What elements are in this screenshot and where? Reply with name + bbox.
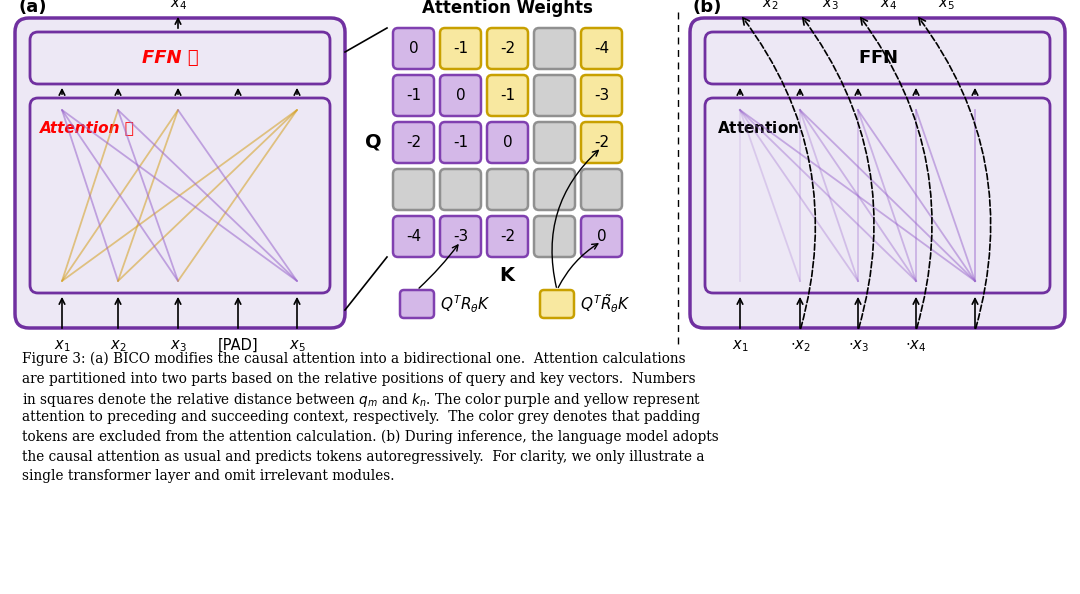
FancyArrowPatch shape <box>861 18 932 328</box>
FancyBboxPatch shape <box>487 216 528 257</box>
FancyBboxPatch shape <box>581 75 622 116</box>
Text: Attention Weights: Attention Weights <box>422 0 593 17</box>
Text: -2: -2 <box>500 229 515 244</box>
Text: -1: -1 <box>453 135 468 150</box>
Text: $x_5$: $x_5$ <box>937 0 955 12</box>
FancyBboxPatch shape <box>581 169 622 210</box>
FancyBboxPatch shape <box>487 169 528 210</box>
Text: -3: -3 <box>453 229 468 244</box>
FancyBboxPatch shape <box>393 169 434 210</box>
Text: $\mathbf{K}$: $\mathbf{K}$ <box>499 266 516 285</box>
FancyBboxPatch shape <box>705 32 1050 84</box>
Text: Figure 3: (a) BICO modifies the causal attention into a bidirectional one.  Atte: Figure 3: (a) BICO modifies the causal a… <box>22 352 686 366</box>
Text: $x_2$: $x_2$ <box>761 0 779 12</box>
Text: -2: -2 <box>406 135 421 150</box>
Text: $x_3$: $x_3$ <box>822 0 838 12</box>
Text: $\mathbf{Q}$: $\mathbf{Q}$ <box>364 132 382 153</box>
Text: $\cdot x_2$: $\cdot x_2$ <box>789 338 810 353</box>
Text: $x_2$: $x_2$ <box>110 338 126 353</box>
FancyArrowPatch shape <box>802 18 874 328</box>
Text: 0: 0 <box>408 41 418 56</box>
FancyBboxPatch shape <box>440 75 481 116</box>
FancyBboxPatch shape <box>393 216 434 257</box>
Text: in squares denote the relative distance between $q_m$ and $k_n$. The color purpl: in squares denote the relative distance … <box>22 391 701 409</box>
Text: attention to preceding and succeeding context, respectively.  The color grey den: attention to preceding and succeeding co… <box>22 410 700 425</box>
FancyBboxPatch shape <box>534 169 575 210</box>
Text: $x_3$: $x_3$ <box>170 338 187 353</box>
FancyBboxPatch shape <box>581 122 622 163</box>
FancyBboxPatch shape <box>440 28 481 69</box>
FancyBboxPatch shape <box>393 28 434 69</box>
Text: $x_4$: $x_4$ <box>170 0 187 12</box>
FancyBboxPatch shape <box>440 122 481 163</box>
FancyBboxPatch shape <box>534 216 575 257</box>
Text: (b): (b) <box>692 0 721 16</box>
FancyBboxPatch shape <box>487 28 528 69</box>
Text: $x_5$: $x_5$ <box>288 338 306 353</box>
Text: 0: 0 <box>456 88 465 103</box>
FancyBboxPatch shape <box>440 169 481 210</box>
FancyBboxPatch shape <box>15 18 345 328</box>
FancyBboxPatch shape <box>690 18 1065 328</box>
FancyBboxPatch shape <box>487 122 528 163</box>
FancyBboxPatch shape <box>30 98 330 293</box>
FancyBboxPatch shape <box>534 75 575 116</box>
Text: 0: 0 <box>502 135 512 150</box>
Text: $x_4$: $x_4$ <box>879 0 896 12</box>
Text: -1: -1 <box>453 41 468 56</box>
Text: the causal attention as usual and predicts tokens autoregressively.  For clarity: the causal attention as usual and predic… <box>22 450 704 463</box>
Text: $Q^T R_{\theta} K$: $Q^T R_{\theta} K$ <box>440 293 490 315</box>
FancyBboxPatch shape <box>30 32 330 84</box>
FancyBboxPatch shape <box>534 28 575 69</box>
Text: -4: -4 <box>594 41 609 56</box>
Text: -2: -2 <box>500 41 515 56</box>
FancyBboxPatch shape <box>534 122 575 163</box>
FancyArrowPatch shape <box>919 18 990 328</box>
Text: -2: -2 <box>594 135 609 150</box>
FancyArrowPatch shape <box>743 18 815 328</box>
Text: Attention 🔥: Attention 🔥 <box>40 120 135 135</box>
FancyBboxPatch shape <box>440 216 481 257</box>
FancyBboxPatch shape <box>581 216 622 257</box>
FancyBboxPatch shape <box>705 98 1050 293</box>
FancyBboxPatch shape <box>487 75 528 116</box>
FancyBboxPatch shape <box>393 122 434 163</box>
Text: -4: -4 <box>406 229 421 244</box>
Text: $\cdot x_4$: $\cdot x_4$ <box>905 338 927 353</box>
FancyBboxPatch shape <box>540 290 573 318</box>
Text: are partitioned into two parts based on the relative positions of query and key : are partitioned into two parts based on … <box>22 371 696 386</box>
Text: tokens are excluded from the attention calculation. (b) During inference, the la: tokens are excluded from the attention c… <box>22 430 719 444</box>
Text: $x_1$: $x_1$ <box>732 338 748 353</box>
FancyBboxPatch shape <box>393 75 434 116</box>
FancyBboxPatch shape <box>581 28 622 69</box>
Text: -1: -1 <box>500 88 515 103</box>
Text: $Q^T \tilde{R}_{\theta} K$: $Q^T \tilde{R}_{\theta} K$ <box>580 293 631 315</box>
Text: $\mathbf{Attention}$: $\mathbf{Attention}$ <box>717 120 799 136</box>
Text: FFN 🔥: FFN 🔥 <box>141 49 199 67</box>
Text: [PAD]: [PAD] <box>218 338 258 353</box>
Text: -3: -3 <box>594 88 609 103</box>
FancyBboxPatch shape <box>400 290 434 318</box>
Text: 0: 0 <box>596 229 606 244</box>
Text: $\mathbf{FFN}$: $\mathbf{FFN}$ <box>858 49 897 67</box>
Text: (a): (a) <box>18 0 46 16</box>
Text: $\cdot x_3$: $\cdot x_3$ <box>848 338 868 353</box>
Text: -1: -1 <box>406 88 421 103</box>
Text: single transformer layer and omit irrelevant modules.: single transformer layer and omit irrele… <box>22 469 394 483</box>
Text: $x_1$: $x_1$ <box>54 338 70 353</box>
